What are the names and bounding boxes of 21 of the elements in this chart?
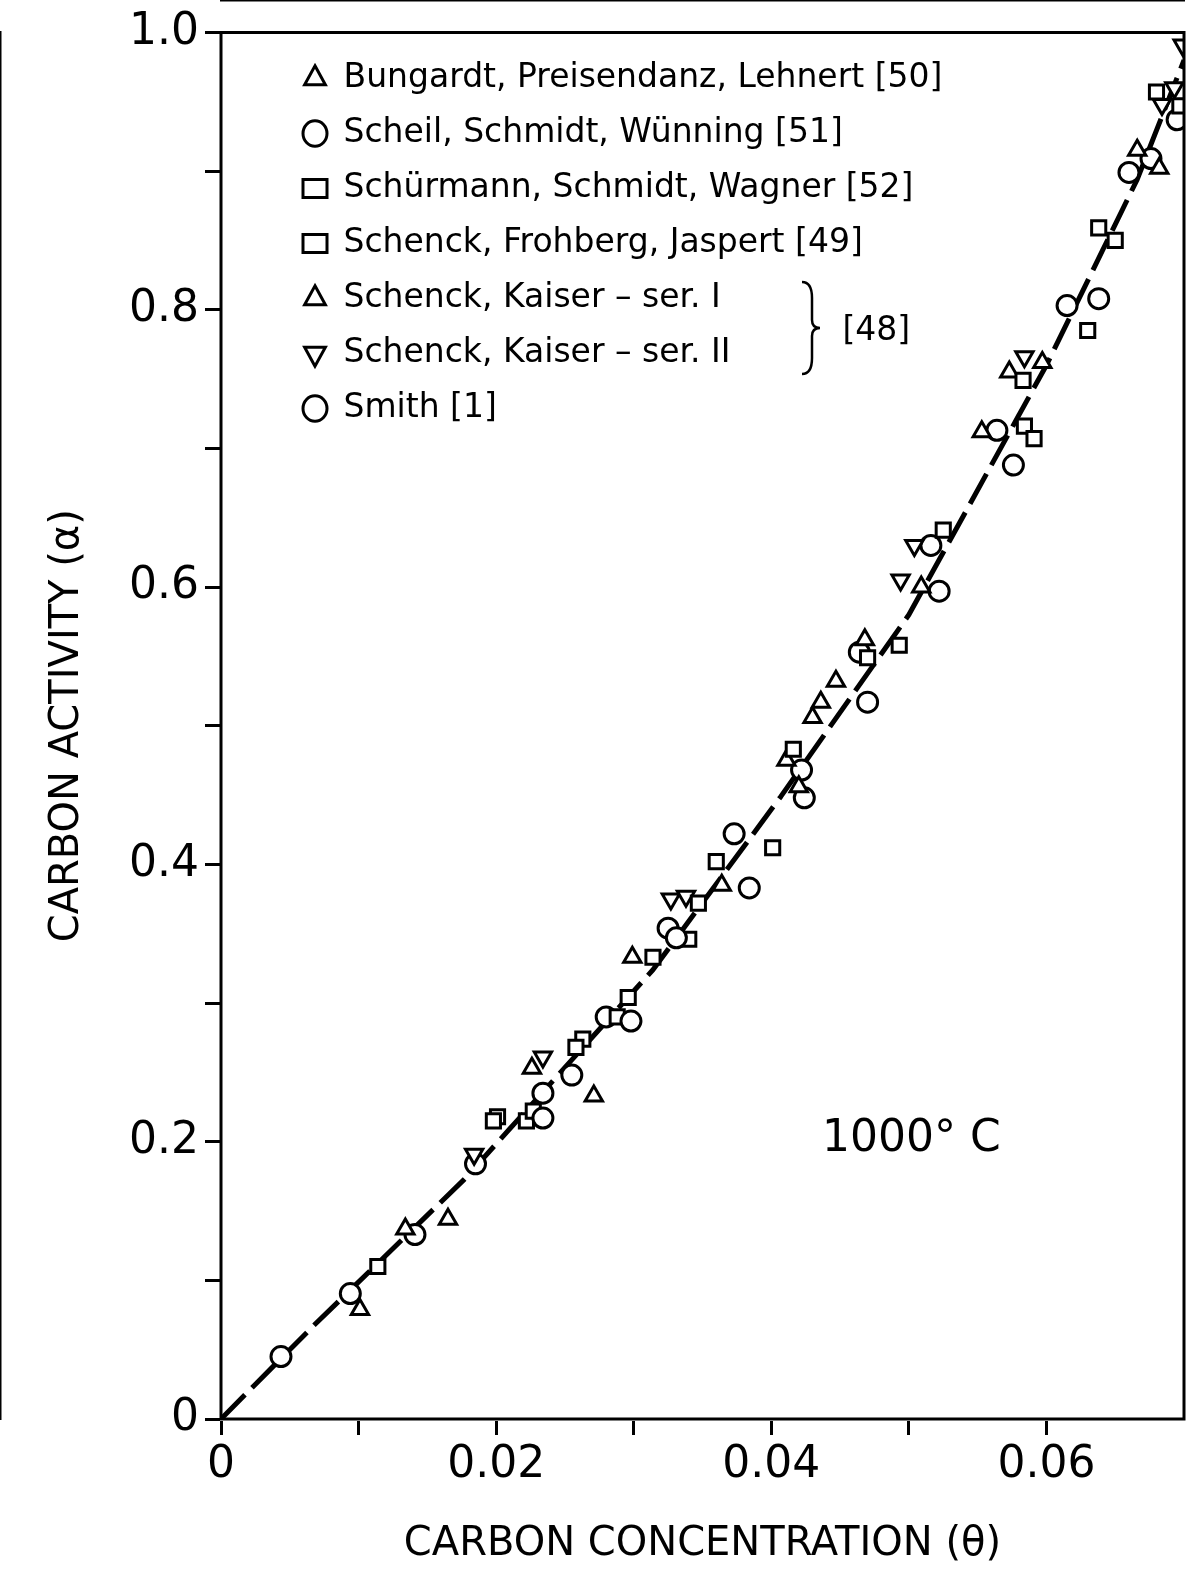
y-axis-title: CARBON ACTIVITY (α) (41, 509, 88, 943)
y-tick-label: 0.6 (129, 557, 199, 609)
y-tick-label: 0.4 (129, 834, 199, 886)
annotation: [48] (842, 308, 911, 348)
legend-label: Scheil, Schmidt, Wünning [51] (343, 111, 843, 151)
legend-label: Bungardt, Preisendanz, Lehnert [50] (343, 56, 943, 96)
y-tick-label: 0.8 (129, 280, 199, 332)
x-tick-label: 0 (207, 1435, 235, 1487)
x-tick-label: 0.02 (447, 1435, 546, 1487)
legend-label: Schenck, Kaiser – ser. I (343, 276, 721, 316)
x-tick-label: 0.04 (722, 1435, 821, 1487)
legend-label: Smith [1] (343, 386, 497, 426)
y-tick-label: 1.0 (129, 2, 199, 54)
y-tick-label: 0.2 (129, 1112, 199, 1164)
x-axis-title: CARBON CONCENTRATION (θ) (403, 1518, 1002, 1565)
legend-label: Schenck, Frohberg, Jaspert [49] (343, 221, 863, 261)
y-tick-label: 0 (171, 1389, 199, 1441)
legend-label: Schürmann, Schmidt, Wagner [52] (343, 166, 914, 206)
legend-label: Schenck, Kaiser – ser. II (343, 331, 731, 371)
x-tick-label: 0.06 (997, 1435, 1096, 1487)
annotation: 1000° C (822, 1110, 1001, 1161)
